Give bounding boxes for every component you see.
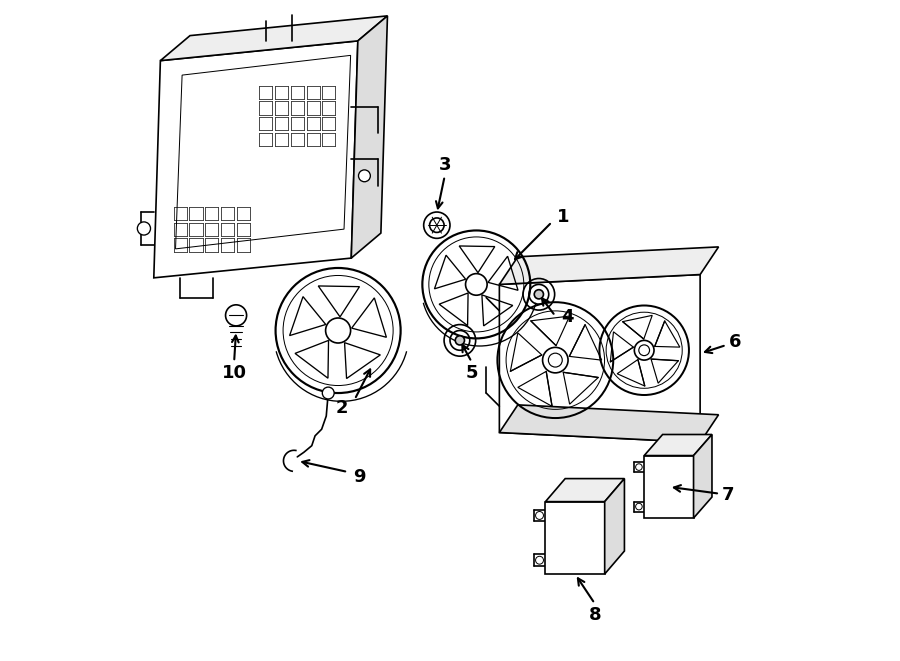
Polygon shape xyxy=(605,479,625,574)
Circle shape xyxy=(535,290,544,299)
Text: 6: 6 xyxy=(729,333,742,352)
Circle shape xyxy=(358,170,371,182)
Polygon shape xyxy=(500,274,700,442)
Circle shape xyxy=(455,336,464,345)
Polygon shape xyxy=(644,455,694,518)
Text: 10: 10 xyxy=(221,364,247,382)
Text: 5: 5 xyxy=(465,364,478,382)
Polygon shape xyxy=(500,247,718,284)
Polygon shape xyxy=(154,41,358,278)
Text: 3: 3 xyxy=(438,155,451,174)
Polygon shape xyxy=(351,16,388,258)
Circle shape xyxy=(322,387,334,399)
Text: 8: 8 xyxy=(589,606,601,624)
Polygon shape xyxy=(500,405,718,442)
Polygon shape xyxy=(644,434,712,455)
Circle shape xyxy=(138,222,150,235)
Text: 9: 9 xyxy=(353,467,365,486)
Polygon shape xyxy=(545,479,625,502)
Text: 7: 7 xyxy=(722,486,734,504)
Text: 4: 4 xyxy=(561,308,573,327)
Text: 2: 2 xyxy=(335,399,347,417)
Polygon shape xyxy=(694,434,712,518)
Polygon shape xyxy=(160,16,388,61)
Polygon shape xyxy=(545,502,605,574)
Text: 1: 1 xyxy=(557,208,570,226)
